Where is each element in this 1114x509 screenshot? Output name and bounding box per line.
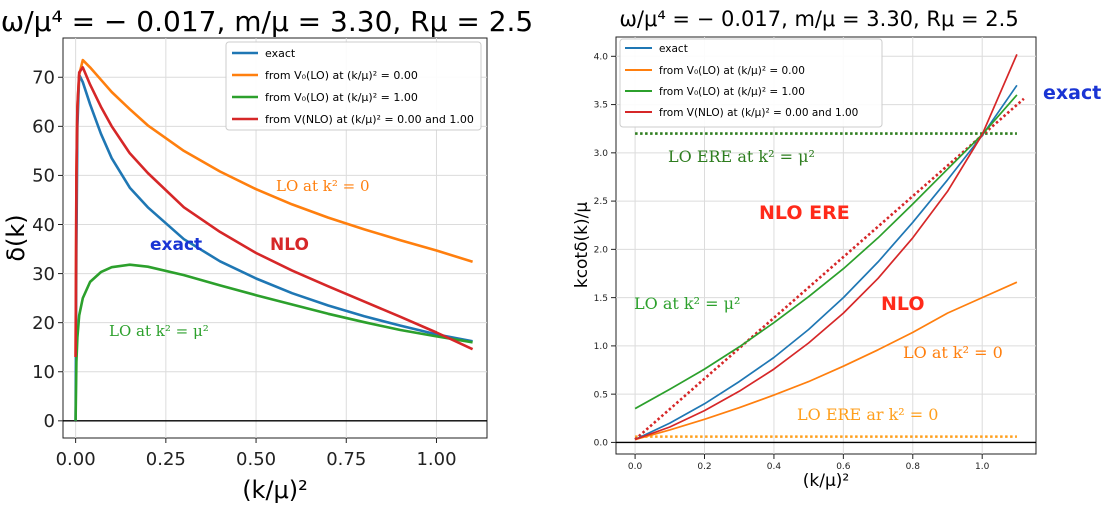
- left-x-axis-label: (k/μ)²: [242, 476, 308, 504]
- left-annotation-nlo: NLO: [270, 235, 309, 255]
- right-annotation-exact: exact: [1043, 82, 1101, 104]
- left-y-ticks: 0 10 20 30 40 50 60 70: [32, 68, 63, 432]
- right-annotation-nlo-ere: NLO ERE: [759, 202, 850, 224]
- right-annotation-lo-ere-kmu: LO ERE at k² = μ²: [668, 147, 815, 166]
- left-x-ticks: 0.00 0.25 0.50 0.75 1.00: [56, 438, 457, 470]
- right-legend-label-lo-1: from V₀(LO) at (k/μ)² = 1.00: [659, 86, 805, 98]
- right-y-ticks: 0.0 0.5 1.0 1.5 2.0 2.5 3.0 3.5 4.0: [594, 52, 616, 449]
- right-reference-lines: [634, 97, 1025, 441]
- left-annotation-lo-kmu: LO at k² = μ²: [109, 322, 209, 340]
- right-panel: ω/μ⁴ = − 0.017, m/μ = 3.30, Rμ = 2.5 0.0…: [572, 7, 1101, 491]
- left-legend: exact from V₀(LO) at (k/μ)² = 0.00 from …: [225, 41, 482, 131]
- l-x-tick-label: 0.75: [326, 449, 366, 470]
- l-x-tick-label: 0.25: [146, 449, 186, 470]
- left-legend-label-lo-0: from V₀(LO) at (k/μ)² = 0.00: [265, 69, 418, 82]
- left-chart-title: ω/μ⁴ = − 0.017, m/μ = 3.30, Rμ = 2.5: [1, 5, 534, 38]
- l-x-tick-label: 0.00: [56, 449, 96, 470]
- right-annotation-nlo: NLO: [881, 293, 924, 315]
- r-series-line-1: [634, 281, 1018, 441]
- right-chart-title: ω/μ⁴ = − 0.017, m/μ = 3.30, Rμ = 2.5: [619, 7, 1018, 31]
- left-annotation-lo-k0: LO at k² = 0: [276, 177, 370, 195]
- l-y-tick-label: 40: [32, 215, 55, 236]
- r-y-tick-label: 1.0: [594, 342, 609, 352]
- left-legend-label-exact: exact: [265, 47, 296, 60]
- r-x-tick-label: 0.6: [836, 462, 851, 472]
- l-y-tick-label: 10: [32, 362, 55, 383]
- l-y-tick-label: 20: [32, 313, 55, 334]
- r-y-tick-label: 3.5: [594, 101, 608, 111]
- right-legend-box: [619, 38, 883, 128]
- r-x-tick-label: 1.0: [975, 462, 990, 472]
- l-y-tick-label: 70: [32, 68, 55, 89]
- l-series-line-3: [74, 66, 474, 358]
- right-y-axis-label: kcotδ(k)/μ: [572, 202, 592, 288]
- l-y-tick-label: 30: [32, 264, 55, 285]
- left-series: [74, 58, 474, 421]
- left-legend-label-lo-1: from V₀(LO) at (k/μ)² = 1.00: [265, 91, 418, 104]
- r-series-line-0: [634, 84, 1018, 441]
- left-legend-label-nlo: from V(NLO) at (k/μ)² = 0.00 and 1.00: [265, 113, 474, 126]
- l-series-line-2: [74, 263, 473, 421]
- r-y-tick-label: 2.0: [594, 246, 609, 256]
- right-x-axis-label: (k/μ)²: [803, 471, 849, 491]
- r-x-tick-label: 0.4: [767, 462, 782, 472]
- left-annotation-exact: exact: [150, 235, 202, 255]
- right-legend: exact from V₀(LO) at (k/μ)² = 0.00 from …: [619, 38, 883, 128]
- left-legend-box: [225, 41, 482, 131]
- r-y-tick-label: 1.5: [594, 294, 608, 304]
- r-series-line-3: [634, 54, 1018, 441]
- right-series: [634, 54, 1018, 441]
- r-y-tick-label: 3.0: [594, 149, 609, 159]
- right-legend-label-nlo: from V(NLO) at (k/μ)² = 0.00 and 1.00: [659, 107, 858, 119]
- l-y-tick-label: 0: [44, 411, 55, 432]
- right-reference-line-2: [634, 97, 1025, 441]
- r-x-tick-label: 0.8: [906, 462, 921, 472]
- right-annotation-lo-kmu: LO at k² = μ²: [634, 294, 740, 313]
- r-x-tick-label: 0.0: [628, 462, 643, 472]
- r-y-tick-label: 0.0: [594, 439, 609, 449]
- r-y-tick-label: 2.5: [594, 197, 608, 207]
- r-y-tick-label: 4.0: [594, 52, 609, 62]
- l-y-tick-label: 60: [32, 117, 55, 138]
- left-y-axis-label: δ(k): [2, 214, 30, 261]
- r-series-line-2: [634, 94, 1018, 410]
- right-x-ticks: 0.0 0.2 0.4 0.6 0.8 1.0: [628, 454, 990, 472]
- right-legend-label-lo-0: from V₀(LO) at (k/μ)² = 0.00: [659, 65, 805, 77]
- r-y-tick-label: 0.5: [594, 390, 608, 400]
- l-x-tick-label: 1.00: [416, 449, 456, 470]
- r-x-tick-label: 0.2: [697, 462, 711, 472]
- l-x-tick-label: 0.50: [236, 449, 276, 470]
- left-panel: ω/μ⁴ = − 0.017, m/μ = 3.30, Rμ = 2.5 0.0…: [1, 5, 534, 504]
- right-legend-label-exact: exact: [659, 43, 688, 55]
- l-y-tick-label: 50: [32, 166, 55, 187]
- right-annotation-lo-k0: LO at k² = 0: [903, 343, 1003, 362]
- right-annotation-lo-ere-k0: LO ERE ar k² = 0: [797, 405, 938, 424]
